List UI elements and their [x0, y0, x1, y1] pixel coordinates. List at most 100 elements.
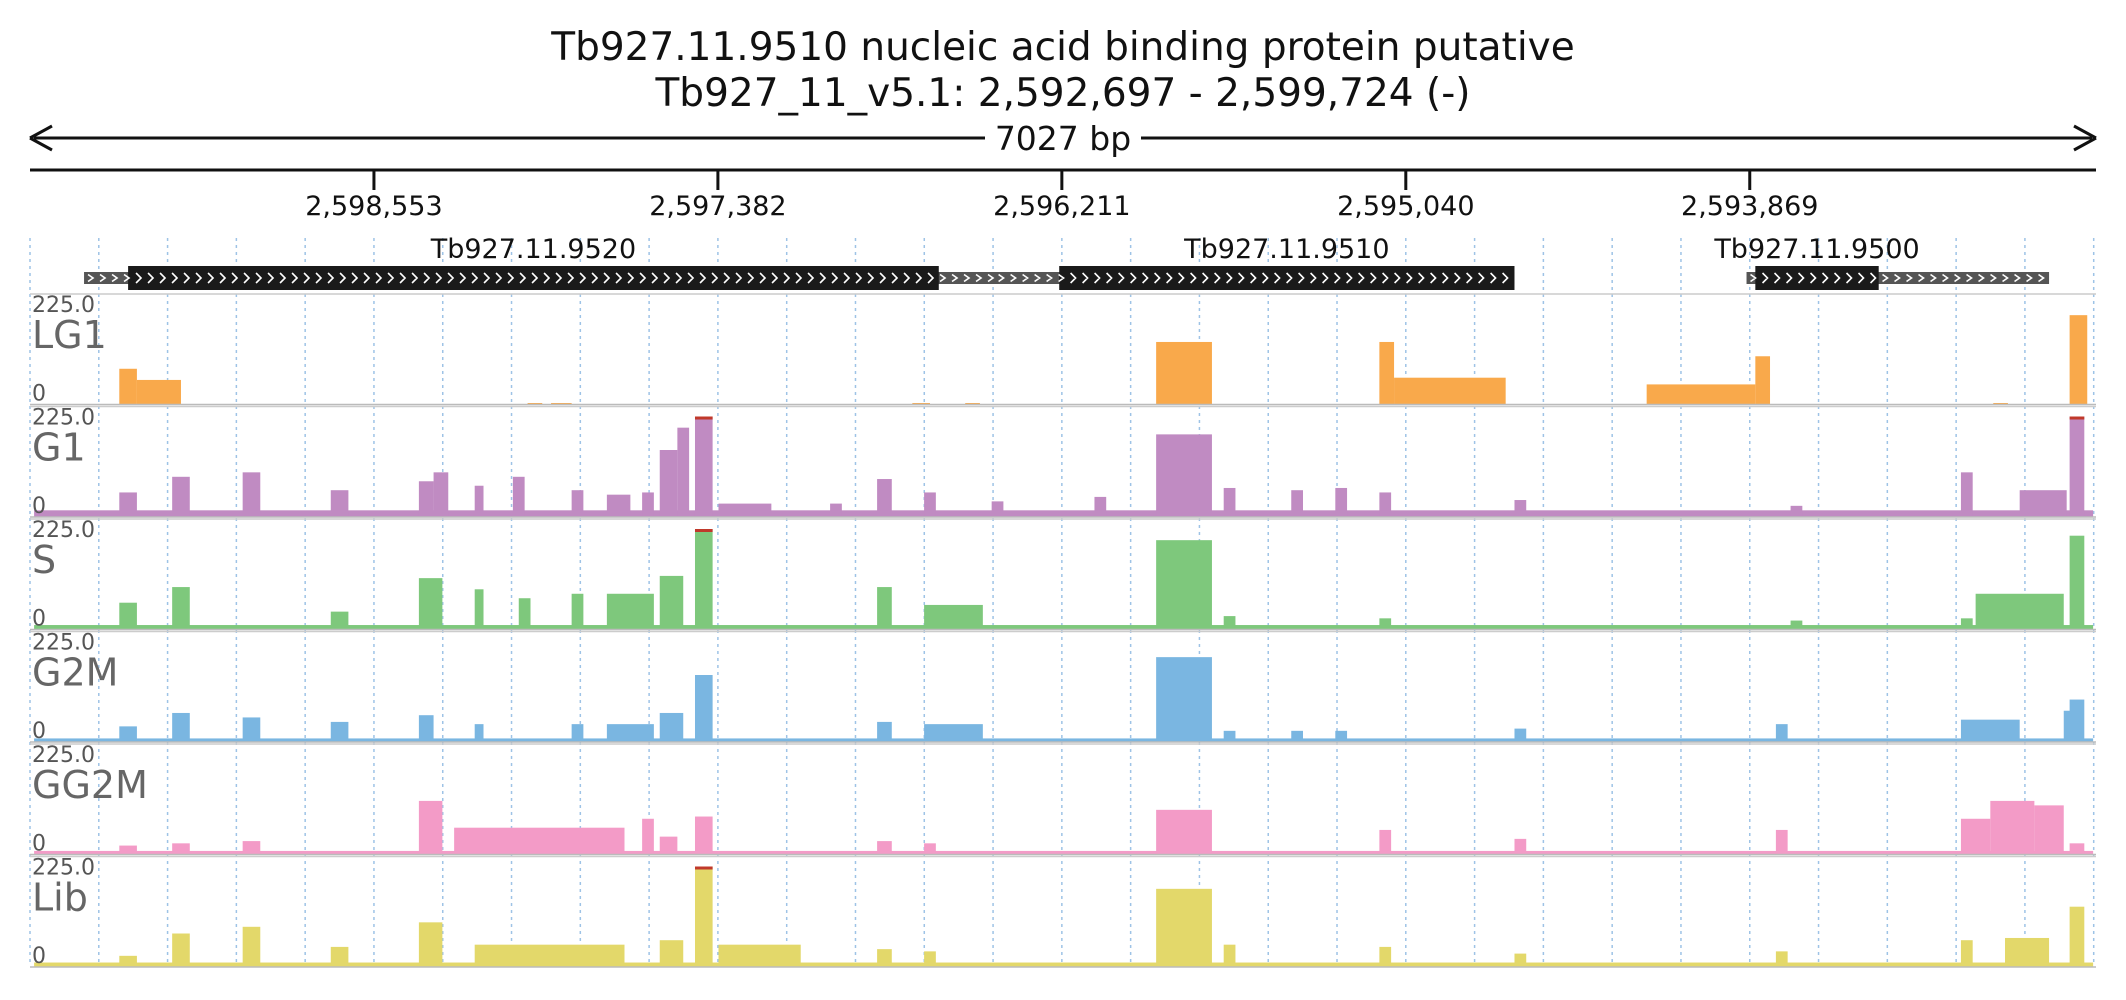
coverage-bar — [718, 944, 801, 967]
coverage-bar — [2069, 906, 2085, 967]
track-scale-max: 225.0 — [32, 743, 95, 768]
coverage-bar — [242, 926, 261, 967]
coverage-bar — [924, 843, 936, 855]
gene-label: Tb927.11.9520 — [430, 234, 636, 265]
coverage-bar — [1790, 620, 1803, 630]
coverage-bar — [474, 589, 484, 630]
coverage-bar — [1775, 829, 1788, 855]
coverage-bar — [571, 490, 584, 517]
coverage-bar — [1775, 724, 1788, 742]
coverage-bar — [1335, 487, 1348, 517]
length-label: 7027 bp — [995, 119, 1131, 158]
coverage-bar — [1960, 940, 1973, 967]
coverage-bar — [119, 602, 137, 630]
track-scale-min: 0 — [32, 719, 46, 744]
coverage-bar — [1094, 496, 1107, 517]
coverage-bar — [1379, 492, 1392, 517]
coverage-bar — [242, 841, 261, 855]
coverage-bar — [659, 836, 678, 855]
coverage-bar — [1156, 434, 1212, 517]
clip-marker — [694, 416, 713, 420]
coverage-bar — [1156, 657, 1212, 742]
coverage-bar — [718, 503, 772, 517]
track-scale-max: 225.0 — [32, 631, 95, 656]
track-label: S — [32, 538, 56, 582]
track-label: LG1 — [32, 313, 107, 357]
coverage-bar — [1223, 730, 1236, 742]
gene-annotation-track: Tb927.11.9520 Tb927.11.9510 Tb927.11.9500 — [84, 234, 2050, 290]
coverage-bar — [172, 712, 190, 742]
track-scale-min: 0 — [32, 382, 46, 407]
axis-tick-label: 2,598,553 — [305, 191, 442, 222]
coverage-bar — [694, 416, 713, 517]
coverage-bar — [1156, 341, 1212, 405]
coverage-bar — [418, 578, 443, 630]
coverage-bar — [659, 450, 678, 517]
strand-chevrons — [998, 272, 1509, 284]
track-label: G2M — [32, 651, 118, 695]
coverage-bar — [433, 472, 449, 517]
coverage-bar — [418, 481, 434, 517]
coverage-bar — [694, 866, 713, 967]
axis-tick-label: 2,597,382 — [649, 191, 786, 222]
coverage-bar — [1514, 953, 1527, 967]
gene-label: Tb927.11.9500 — [1713, 234, 1919, 265]
coverage-bar — [1379, 946, 1392, 967]
coverage-bar — [659, 575, 684, 630]
coverage-bar — [877, 587, 892, 630]
gene-label: Tb927.11.9510 — [1183, 234, 1389, 265]
coverage-bar — [1223, 616, 1236, 630]
coverage-bar — [1379, 618, 1392, 630]
coverage-bar — [1775, 951, 1788, 967]
coverage-bar — [642, 818, 654, 855]
coverage-bar — [1960, 818, 1991, 855]
track-gg2m: 225.0 0 GG2M — [30, 743, 2096, 857]
gene-cds — [128, 266, 939, 290]
coverage-bar — [2034, 805, 2064, 855]
position-axis: 2,598,553 2,597,382 2,596,211 2,595,040 2,59… — [30, 168, 2096, 222]
coverage-bar — [571, 593, 584, 630]
coverage-bar — [1156, 809, 1212, 855]
coverage-bar — [2019, 490, 2067, 517]
track-scale-min: 0 — [32, 832, 46, 857]
track-lg1: 225.0 0 LG1 — [30, 293, 2096, 407]
coverage-bar — [172, 476, 190, 517]
coverage-bar — [571, 724, 584, 742]
coverage-bar — [694, 675, 713, 742]
coverage-bar — [136, 379, 181, 405]
coverage-bar — [991, 501, 1004, 517]
coverage-bar — [418, 715, 434, 742]
coverage-bar — [677, 427, 690, 517]
coverage-bar — [34, 625, 2094, 630]
track-scale-min: 0 — [32, 494, 46, 519]
coverage-bar — [1990, 800, 2035, 855]
coverage-bar — [877, 949, 892, 967]
track-scale-max: 225.0 — [32, 406, 95, 431]
clip-marker — [694, 529, 713, 532]
strand-chevrons — [87, 272, 1007, 284]
track-s: 225.0 0 S — [30, 518, 2096, 632]
coverage-bar — [1646, 384, 1756, 405]
coverage-bar — [924, 724, 983, 742]
coverage-bar — [474, 485, 484, 517]
gene-tb927-11-9520: Tb927.11.9520 — [84, 234, 1016, 290]
coverage-bar — [1291, 730, 1304, 742]
coverage-bar — [924, 604, 983, 630]
coverage-bar — [474, 724, 484, 742]
coverage-bar — [2005, 937, 2050, 967]
coverage-bar — [877, 721, 892, 742]
track-g2m: 225.0 0 G2M — [30, 631, 2096, 744]
coverage-bar — [418, 800, 443, 855]
coverage-bar — [330, 946, 349, 967]
coverage-bar — [34, 738, 2094, 742]
coverage-bar — [1514, 838, 1527, 855]
track-g1: 225.0 0 G1 — [30, 406, 2096, 519]
coverage-bar — [877, 841, 892, 855]
coverage-bar — [659, 712, 684, 742]
coverage-bar — [119, 845, 137, 855]
coverage-bar — [518, 598, 531, 630]
clip-marker — [694, 866, 713, 870]
gene-tb927-11-9510: Tb927.11.9510 — [994, 234, 1515, 290]
coverage-bar — [119, 955, 137, 967]
